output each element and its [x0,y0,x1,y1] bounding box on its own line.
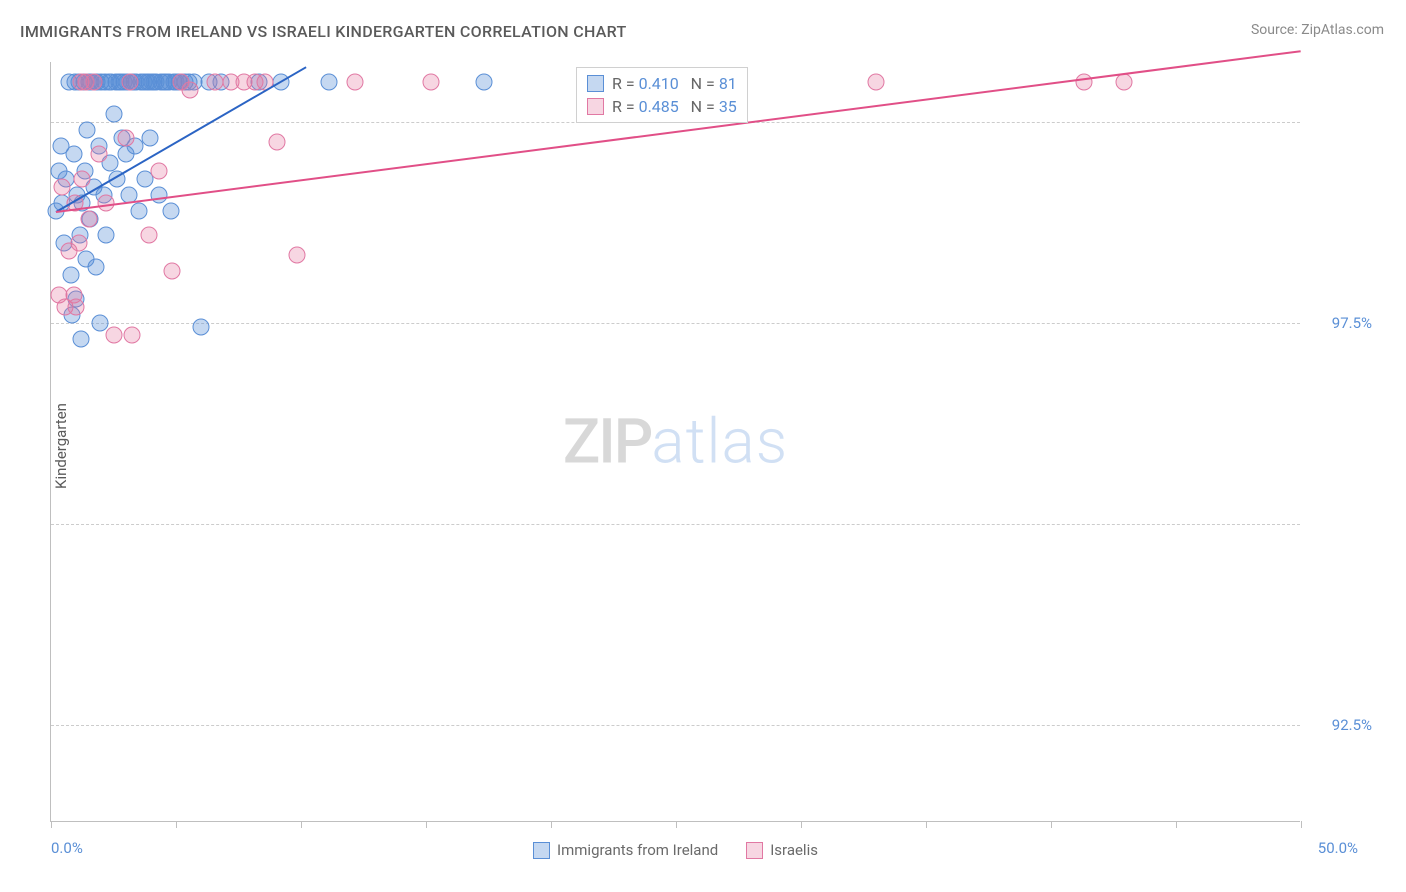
data-point [140,226,157,243]
data-point [54,178,71,195]
x-tick [676,821,677,828]
data-point [193,319,210,336]
data-point [121,74,138,91]
data-point [164,263,181,280]
legend-item: Israelis [746,841,818,859]
data-point [90,146,107,163]
data-point [124,327,141,344]
data-point [85,74,102,91]
gridline [51,725,1300,726]
legend-stat-text: R = 0.410 N = 81 [612,74,737,93]
data-point [65,146,82,163]
x-tick [551,821,552,828]
data-point [88,259,105,276]
chart-plot: ZIPatlas 92.5%97.5%0.0%50.0%R = 0.410 N … [50,62,1384,822]
legend-label: Immigrants from Ireland [557,841,718,859]
data-point [868,74,885,91]
legend-swatch [533,842,550,859]
data-point [141,130,158,147]
legend-stat-text: R = 0.485 N = 35 [612,97,737,116]
data-point [150,186,167,203]
data-point [79,122,96,139]
legend-item: Immigrants from Ireland [533,841,718,859]
source-prefix: Source: [1251,22,1298,38]
legend-label: Israelis [770,841,818,859]
x-tick [801,821,802,828]
data-point [130,202,147,219]
data-point [74,170,91,187]
data-point [181,82,198,99]
data-point [206,74,223,91]
data-point [163,202,180,219]
legend-swatch [746,842,763,859]
data-point [80,210,97,227]
data-point [98,226,115,243]
legend-stats: R = 0.410 N = 81 R = 0.485 N = 35 [576,67,748,123]
data-point [73,331,90,348]
data-point [1115,74,1132,91]
watermark: ZIPatlas [563,405,788,478]
x-tick [426,821,427,828]
watermark-atlas: atlas [651,405,788,478]
x-tick [301,821,302,828]
plot-area: ZIPatlas 92.5%97.5%0.0%50.0%R = 0.410 N … [50,62,1300,822]
data-point [320,74,337,91]
x-tick [51,821,52,828]
data-point [150,162,167,179]
x-tick [926,821,927,828]
gridline [51,524,1300,525]
data-point [105,327,122,344]
data-point [289,247,306,264]
source-link[interactable]: ZipAtlas.com [1301,22,1384,38]
x-tick [176,821,177,828]
data-point [475,74,492,91]
data-point [118,130,135,147]
data-point [269,134,286,151]
data-point [70,234,87,251]
data-point [63,267,80,284]
watermark-zip: ZIP [563,405,652,478]
data-point [346,74,363,91]
data-point [1075,74,1092,91]
legend-swatch [587,75,604,92]
legend-swatch [587,98,604,115]
x-tick [1051,821,1052,828]
data-point [105,106,122,123]
x-tick [1301,821,1302,828]
data-point [423,74,440,91]
gridline [51,323,1300,324]
y-tick-label: 92.5% [1308,716,1372,734]
x-tick-label: 50.0% [1318,839,1358,857]
x-tick [1176,821,1177,828]
source-attribution: Source: ZipAtlas.com [1251,22,1384,38]
y-tick-label: 97.5% [1308,314,1372,332]
data-point [68,299,85,316]
legend-bottom: Immigrants from Ireland Israelis [51,841,1300,859]
chart-title: IMMIGRANTS FROM IRELAND VS ISRAELI KINDE… [20,22,627,41]
data-point [91,315,108,332]
